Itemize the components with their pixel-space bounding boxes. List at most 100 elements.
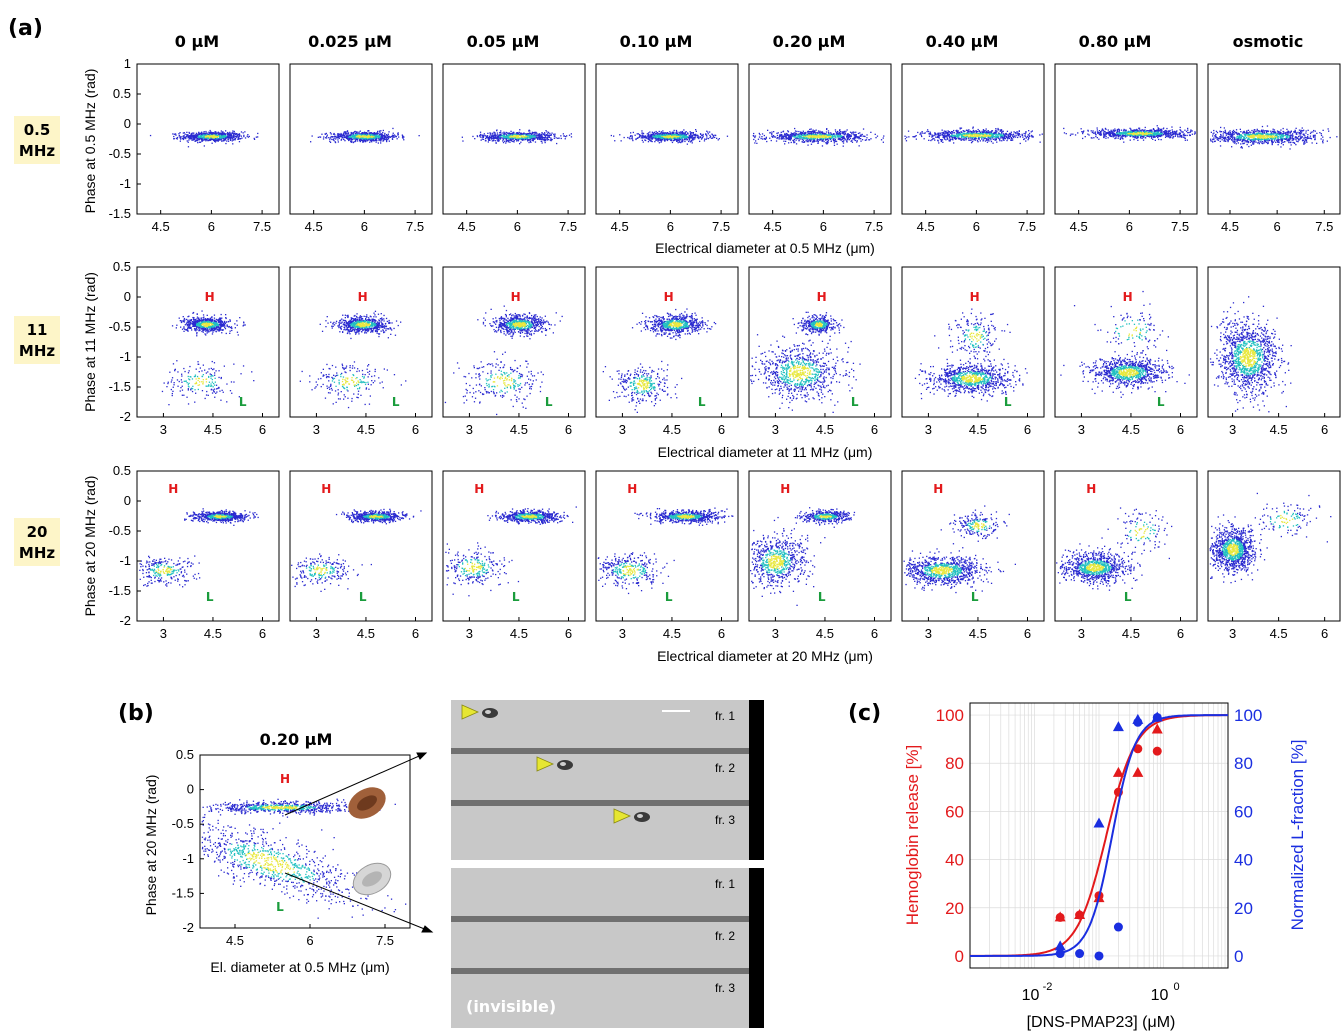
data-point xyxy=(509,137,511,140)
data-point xyxy=(837,130,839,133)
data-point xyxy=(351,134,353,137)
data-point xyxy=(1176,130,1178,132)
data-point xyxy=(882,141,884,143)
data-point xyxy=(674,138,676,140)
data-point xyxy=(825,136,827,139)
data-point xyxy=(203,134,205,136)
data-point xyxy=(1022,136,1024,138)
data-point xyxy=(187,141,189,143)
data-point xyxy=(542,133,544,135)
data-point xyxy=(376,137,378,140)
data-point xyxy=(372,138,375,140)
data-point xyxy=(1023,138,1026,140)
data-point xyxy=(1007,137,1009,139)
data-point xyxy=(649,138,651,140)
data-point xyxy=(549,139,551,141)
data-point xyxy=(239,134,241,136)
data-point xyxy=(200,136,202,138)
data-point xyxy=(964,135,966,137)
data-point xyxy=(570,136,573,138)
data-point xyxy=(950,135,953,137)
data-point xyxy=(516,140,518,142)
data-point xyxy=(834,140,836,142)
data-point xyxy=(819,135,821,137)
data-point xyxy=(653,135,656,137)
data-point xyxy=(793,134,795,136)
data-point xyxy=(776,137,779,139)
data-point xyxy=(228,133,230,135)
data-point xyxy=(208,135,210,137)
data-point xyxy=(976,133,978,135)
data-point xyxy=(653,132,655,134)
data-point xyxy=(943,130,946,132)
data-point xyxy=(843,130,845,133)
data-point xyxy=(499,138,502,140)
data-point xyxy=(529,135,531,137)
data-point xyxy=(689,136,691,138)
data-point xyxy=(669,133,671,136)
data-point xyxy=(353,131,355,134)
data-point xyxy=(553,133,555,135)
data-point xyxy=(981,137,983,139)
data-point xyxy=(694,137,696,139)
data-point xyxy=(346,133,348,135)
data-point xyxy=(921,135,923,138)
data-point xyxy=(1092,130,1094,132)
data-point xyxy=(778,138,780,140)
data-point xyxy=(799,131,802,133)
data-point xyxy=(953,142,955,144)
data-point xyxy=(547,132,549,135)
data-point xyxy=(671,141,674,144)
data-point xyxy=(801,132,803,134)
data-point xyxy=(195,132,198,134)
data-point xyxy=(1122,133,1124,135)
data-point xyxy=(854,139,857,142)
data-point xyxy=(366,138,369,140)
data-point xyxy=(527,134,529,136)
data-point xyxy=(368,132,370,134)
data-point xyxy=(369,137,371,139)
data-point xyxy=(839,138,841,140)
data-point xyxy=(680,135,682,137)
data-point xyxy=(333,139,335,142)
data-point xyxy=(788,142,790,144)
data-point xyxy=(1157,136,1159,139)
data-point xyxy=(379,133,381,136)
data-point xyxy=(523,132,525,134)
data-point xyxy=(369,141,371,143)
data-point xyxy=(365,137,367,140)
data-point xyxy=(342,135,344,137)
data-point xyxy=(830,133,832,135)
data-point xyxy=(811,134,813,136)
data-point xyxy=(795,143,798,145)
data-point xyxy=(534,136,536,138)
data-point xyxy=(761,133,764,135)
data-point xyxy=(686,132,689,134)
data-point xyxy=(807,139,809,142)
data-point xyxy=(927,129,929,131)
data-point xyxy=(1008,136,1010,138)
data-point xyxy=(990,131,992,133)
data-point xyxy=(358,131,360,133)
data-point xyxy=(498,138,500,140)
data-point xyxy=(957,133,959,136)
data-point xyxy=(482,136,485,138)
data-point xyxy=(376,133,378,135)
data-point xyxy=(770,139,772,142)
data-point xyxy=(354,136,356,138)
data-point xyxy=(178,133,180,135)
data-point xyxy=(804,136,806,138)
data-point xyxy=(491,138,493,140)
data-point xyxy=(195,137,197,139)
data-point xyxy=(553,137,555,139)
data-point xyxy=(972,136,974,138)
data-point xyxy=(202,137,205,139)
data-point xyxy=(962,138,964,140)
data-point xyxy=(234,138,236,141)
data-point xyxy=(682,133,684,135)
data-point xyxy=(363,132,365,135)
data-point xyxy=(345,136,348,139)
data-point xyxy=(1007,138,1009,140)
data-point xyxy=(801,141,803,143)
data-point xyxy=(1126,131,1129,133)
